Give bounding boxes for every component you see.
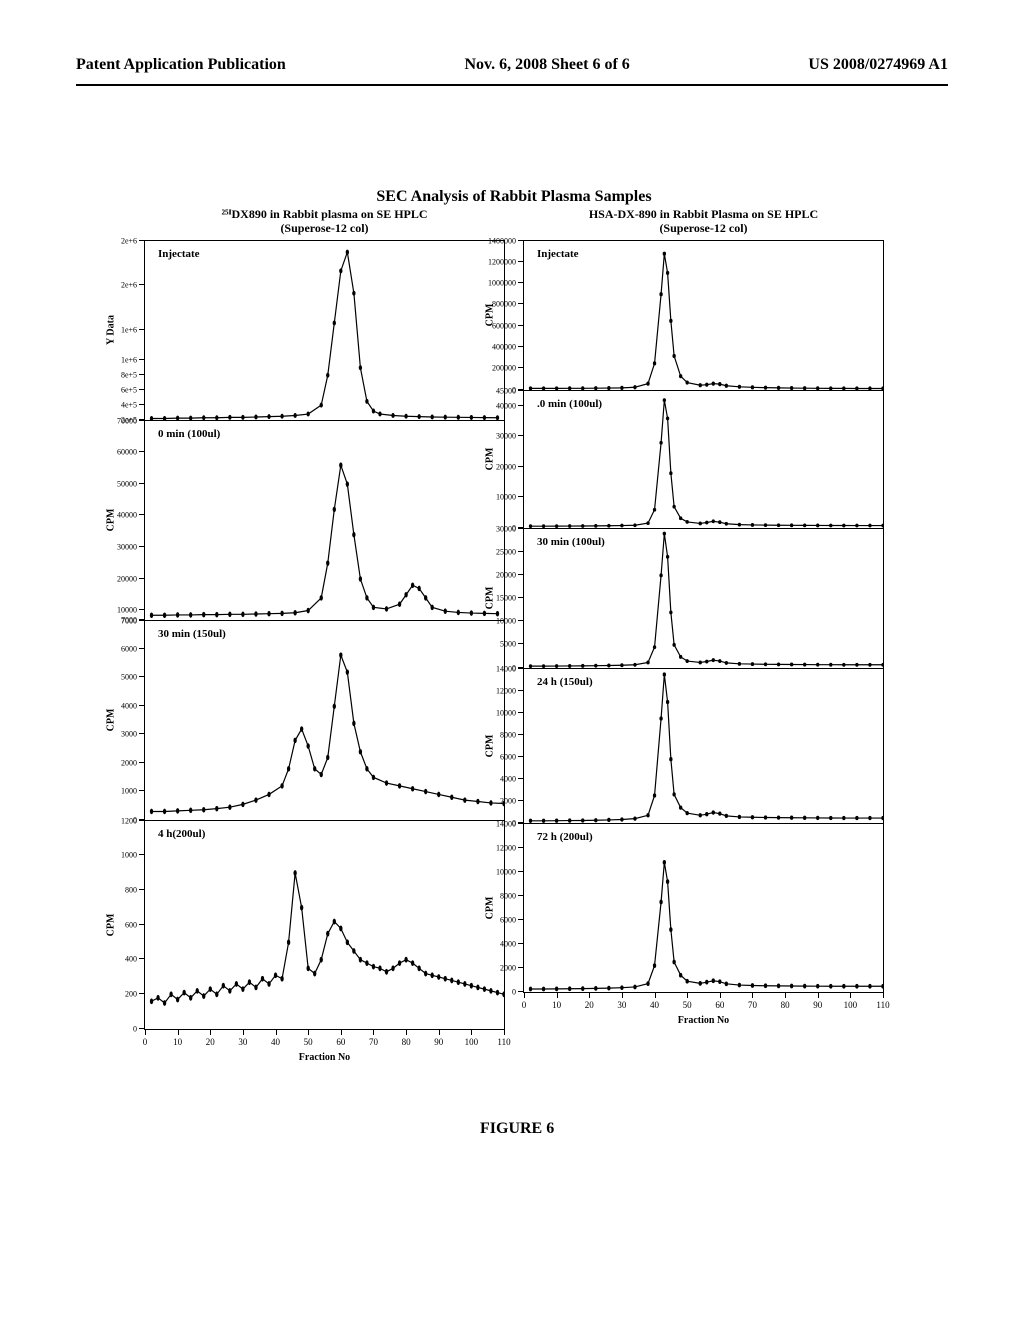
page-header: Patent Application Publication Nov. 6, 2…: [0, 56, 1024, 74]
panel-label: 0 min (100ul): [155, 427, 223, 441]
chart-panel: CPM.0 min (100ul)01000020000300004000045…: [523, 390, 884, 528]
chart-panel: CPM0 min (100ul)700010000200003000040000…: [144, 420, 505, 620]
y-axis-label: CPM: [485, 896, 496, 919]
panel-label: .0 min (100ul): [534, 397, 605, 411]
chart-panel: CPM30 min (100ul)05000100001500020000250…: [523, 528, 884, 668]
header-right: US 2008/0274969 A1: [808, 56, 948, 74]
panel-label: 30 min (150ul): [155, 627, 229, 641]
y-axis-label: CPM: [485, 448, 496, 471]
figure-caption: FIGURE 6: [480, 1120, 554, 1138]
y-axis-label: CPM: [106, 913, 117, 936]
panel-label: 4 h(200ul): [155, 827, 208, 841]
y-axis-label: CPM: [106, 709, 117, 732]
header-left: Patent Application Publication: [76, 56, 286, 74]
panel-label: 72 h (200ul): [534, 830, 596, 844]
panel-label: 30 min (100ul): [534, 535, 608, 549]
left-subtitle: ²⁵ᴵDX890 in Rabbit plasma on SE HPLC (Su…: [144, 208, 505, 236]
header-rule: [76, 84, 948, 86]
chart-panel: Y DataInjectate2e+54e+56e+58e+51e+61e+62…: [144, 240, 505, 420]
figure-main-title: SEC Analysis of Rabbit Plasma Samples: [144, 188, 884, 206]
chart-panel: CPMInjectate0200000400000600000800000100…: [523, 240, 884, 390]
left-column: ²⁵ᴵDX890 in Rabbit plasma on SE HPLC (Su…: [144, 208, 505, 1063]
right-column: HSA-DX-890 in Rabbit Plasma on SE HPLC (…: [523, 208, 884, 1063]
y-axis-label: CPM: [485, 734, 496, 757]
header-center: Nov. 6, 2008 Sheet 6 of 6: [464, 56, 629, 74]
y-axis-label: Y Data: [106, 315, 117, 345]
panel-label: Injectate: [534, 247, 582, 261]
x-axis-label: Fraction No: [523, 1015, 884, 1026]
x-axis-label: Fraction No: [144, 1052, 505, 1063]
chart-panel: CPM4 h(200ul)020040060080010001200010203…: [144, 820, 505, 1030]
chart-panel: CPM72 h (200ul)0200040006000800010000120…: [523, 823, 884, 993]
right-subtitle: HSA-DX-890 in Rabbit Plasma on SE HPLC (…: [523, 208, 884, 236]
y-axis-label: CPM: [485, 587, 496, 610]
chart-panel: CPM24 h (150ul)0200040006000800010000120…: [523, 668, 884, 823]
panel-label: Injectate: [155, 247, 203, 261]
y-axis-label: CPM: [106, 509, 117, 532]
chart-panel: CPM30 min (150ul)01000200030004000500060…: [144, 620, 505, 820]
figure-area: SEC Analysis of Rabbit Plasma Samples ²⁵…: [144, 188, 884, 1063]
panel-label: 24 h (150ul): [534, 675, 596, 689]
